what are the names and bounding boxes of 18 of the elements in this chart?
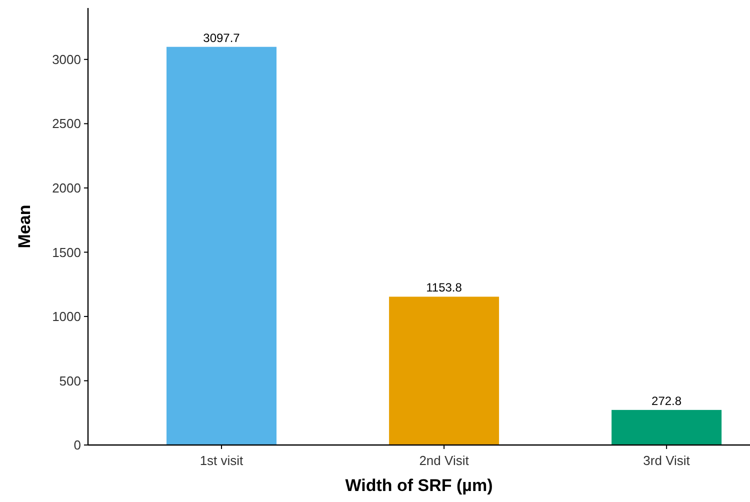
bar	[612, 410, 722, 445]
y-tick-label: 2000	[52, 180, 81, 196]
bar	[166, 46, 277, 445]
data-label: 1153.8	[426, 280, 462, 295]
x-tick-label: 3rd Visit	[643, 453, 690, 468]
y-tick-label: 0	[74, 438, 81, 453]
data-label: 3097.7	[203, 30, 240, 45]
bar	[389, 296, 500, 445]
y-axis-title: Mean	[15, 204, 34, 248]
x-tick-label: 2nd Visit	[419, 453, 470, 468]
y-tick-label: 2500	[52, 116, 81, 132]
x-axis-title: Width of SRF (µm)	[345, 476, 493, 495]
y-tick-label: 3000	[52, 52, 81, 67]
y-tick-label: 1500	[52, 244, 81, 260]
y-tick-label: 1000	[52, 309, 81, 324]
x-tick-label: 1st visit	[200, 453, 244, 468]
data-label: 272.8	[652, 394, 682, 408]
y-tick-label: 500	[59, 373, 81, 388]
